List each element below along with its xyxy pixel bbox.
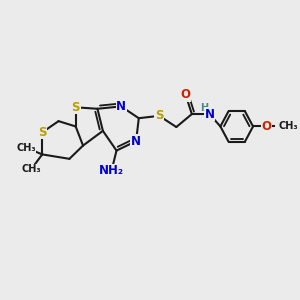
Text: S: S — [71, 101, 80, 114]
Text: H: H — [201, 103, 209, 112]
Text: CH₃: CH₃ — [278, 122, 298, 131]
Text: N: N — [205, 108, 214, 121]
Text: S: S — [155, 109, 164, 122]
Text: S: S — [38, 126, 46, 139]
Text: O: O — [261, 120, 271, 133]
Text: O: O — [181, 88, 190, 101]
Text: NH₂: NH₂ — [99, 164, 124, 177]
Text: N: N — [116, 100, 126, 113]
Text: CH₃: CH₃ — [22, 164, 41, 174]
Text: CH₃: CH₃ — [16, 142, 36, 153]
Text: N: N — [131, 135, 141, 148]
